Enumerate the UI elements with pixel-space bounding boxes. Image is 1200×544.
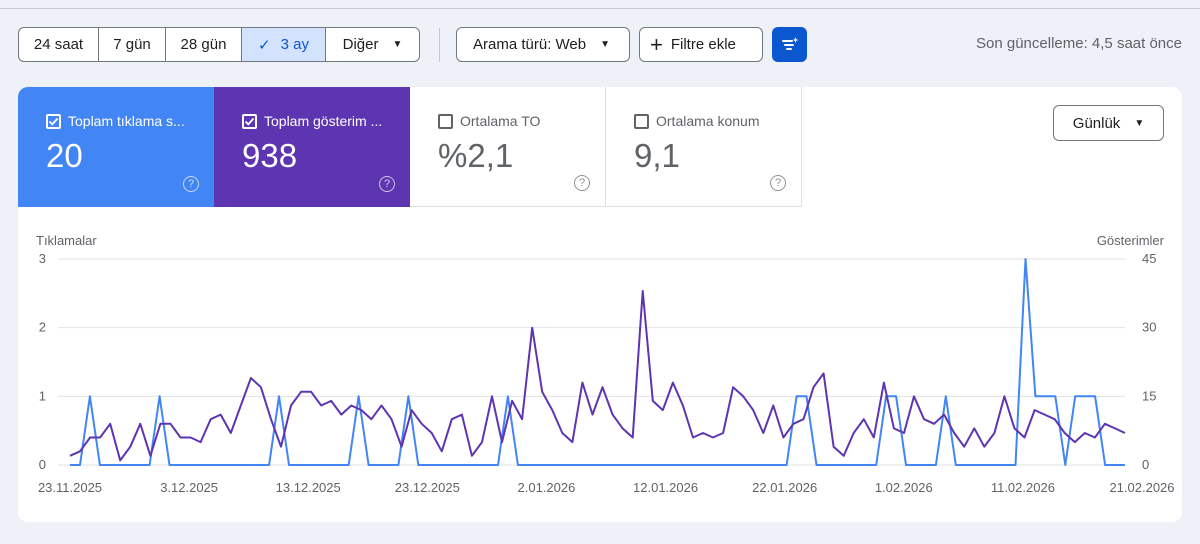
- range-other-dropdown[interactable]: Diğer ▼: [342, 36, 403, 53]
- x-tick-label: 23.11.2025: [38, 480, 102, 495]
- right-tick-label: 15: [1142, 388, 1156, 403]
- impressions-series-line: [69, 290, 1126, 462]
- x-tick-label: 11.02.2026: [991, 480, 1055, 495]
- x-tick-label: 12.01.2026: [633, 480, 698, 495]
- left-tick-label: 1: [39, 388, 46, 403]
- left-axis-label: Tıklamalar: [36, 233, 97, 248]
- range-28d-button[interactable]: 28 gün: [166, 28, 242, 61]
- metric-value: 20: [46, 137, 83, 174]
- checkbox-checked-icon: [242, 113, 257, 129]
- metric-average-position[interactable]: Ortalama konum 9,1 ?: [606, 87, 802, 207]
- metric-label: Ortalama konum: [656, 113, 760, 129]
- metric-total-impressions[interactable]: Toplam gösterim ... 938 ?: [214, 87, 410, 207]
- x-tick-label: 23.12.2025: [395, 480, 460, 495]
- checkbox-unchecked-icon: [634, 113, 649, 129]
- metric-value: 9,1: [634, 137, 680, 174]
- range-24h-button[interactable]: 24 saat: [19, 28, 99, 61]
- last-update-text: Son güncelleme: 4,5 saat önce: [976, 35, 1182, 52]
- right-tick-label: 30: [1142, 320, 1156, 335]
- date-range-selector: 24 saat 7 gün 28 gün ✓ 3 ay Diğer ▼: [18, 27, 420, 62]
- clicks-series-line: [70, 258, 1125, 466]
- help-icon[interactable]: ?: [183, 176, 199, 192]
- toolbar-separator: [439, 28, 440, 62]
- performance-card: Toplam tıklama s... 20 ? Toplam gösterim…: [18, 87, 1182, 522]
- left-tick-label: 3: [39, 251, 46, 266]
- metric-average-ctr[interactable]: Ortalama TO %2,1 ?: [410, 87, 606, 207]
- filter-sparkle-icon: [781, 36, 798, 50]
- left-tick-label: 0: [39, 457, 46, 472]
- metric-value: 938: [242, 137, 298, 174]
- metric-label: Toplam tıklama s...: [68, 113, 185, 129]
- checkbox-unchecked-icon: [438, 113, 453, 129]
- right-axis-label: Gösterimler: [1097, 233, 1165, 248]
- dropdown-arrow-icon: ▼: [600, 39, 611, 50]
- x-tick-label: 1.02.2026: [875, 480, 933, 495]
- help-icon[interactable]: ?: [379, 176, 395, 192]
- left-tick-label: 2: [39, 320, 46, 335]
- right-tick-label: 0: [1142, 457, 1149, 472]
- x-tick-label: 21.02.2026: [1109, 480, 1174, 495]
- plus-icon: +: [650, 31, 663, 57]
- right-tick-label: 45: [1142, 251, 1156, 266]
- metric-total-clicks[interactable]: Toplam tıklama s... 20 ?: [18, 87, 214, 207]
- range-3m-button[interactable]: ✓ 3 ay: [242, 28, 326, 61]
- search-type-dropdown[interactable]: Arama türü: Web ▼: [456, 27, 630, 62]
- dropdown-arrow-icon: ▼: [1134, 117, 1145, 129]
- x-tick-label: 22.01.2026: [752, 480, 817, 495]
- metric-label: Ortalama TO: [460, 113, 541, 129]
- metric-label: Toplam gösterim ...: [264, 113, 383, 129]
- metric-value: %2,1: [438, 137, 514, 174]
- help-icon[interactable]: ?: [770, 175, 786, 191]
- granularity-dropdown[interactable]: Günlük ▼: [1053, 105, 1164, 141]
- x-tick-label: 2.01.2026: [518, 480, 576, 495]
- check-icon: ✓: [258, 36, 271, 54]
- top-divider: [0, 8, 1200, 9]
- help-icon[interactable]: ?: [574, 175, 590, 191]
- dropdown-arrow-icon: ▼: [392, 39, 403, 50]
- checkbox-checked-icon: [46, 113, 61, 129]
- add-filter-button[interactable]: + Filtre ekle: [639, 27, 763, 62]
- x-tick-label: 3.12.2025: [160, 480, 218, 495]
- filter-settings-button[interactable]: [772, 27, 807, 62]
- x-tick-label: 13.12.2025: [276, 480, 341, 495]
- range-7d-button[interactable]: 7 gün: [99, 28, 166, 61]
